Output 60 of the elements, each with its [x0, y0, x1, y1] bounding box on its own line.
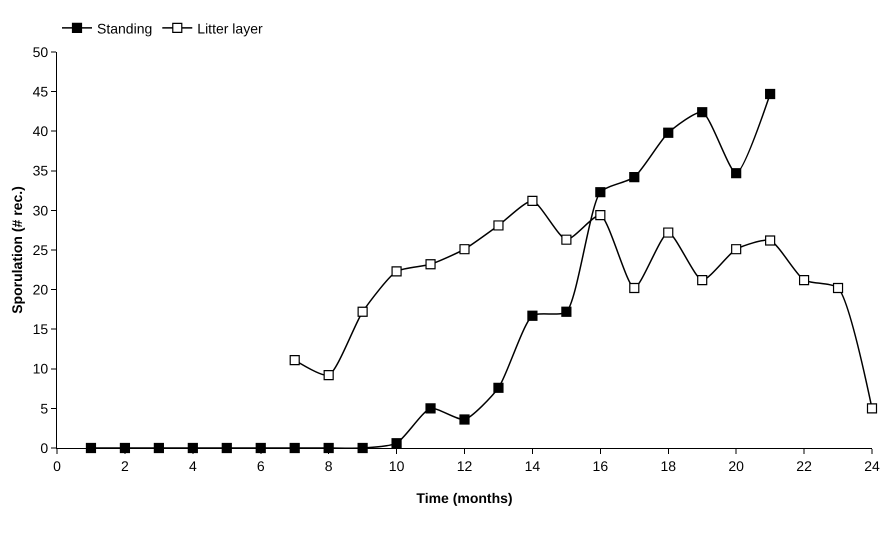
y-tick-label: 25	[32, 242, 48, 258]
x-tick-label: 18	[660, 458, 676, 474]
y-tick-label: 20	[32, 282, 48, 298]
y-tick-label: 15	[32, 321, 48, 338]
x-tick-label: 14	[524, 458, 540, 474]
x-tick-label: 8	[324, 458, 333, 474]
point	[765, 235, 776, 246]
point	[731, 168, 742, 178]
point	[798, 275, 810, 286]
x-tick-label: 10	[388, 458, 405, 474]
y-axis-title: Sporulation (# rec.)	[9, 186, 26, 314]
y-tick-label: 0	[40, 440, 48, 456]
point	[425, 403, 436, 414]
x-tick-label: 16	[592, 458, 608, 474]
x-tick-label: 22	[796, 458, 812, 474]
point	[663, 128, 674, 138]
point	[493, 220, 504, 231]
x-tick-label: 0	[53, 458, 62, 474]
point	[290, 442, 300, 454]
point	[391, 266, 402, 276]
point	[527, 310, 538, 321]
point	[595, 210, 606, 220]
point	[663, 227, 674, 238]
point	[866, 403, 878, 414]
point	[459, 244, 470, 254]
x-tick-label: 12	[456, 458, 472, 474]
point	[595, 187, 606, 198]
point	[629, 282, 640, 294]
x-tick-label: 2	[121, 458, 130, 474]
legend-label: Standing	[97, 20, 152, 36]
point	[561, 306, 572, 317]
x-tick-label: 20	[728, 458, 744, 474]
y-tick-label: 30	[32, 202, 48, 218]
x-tick-label: 24	[864, 458, 880, 474]
point	[731, 244, 742, 254]
point	[425, 259, 436, 270]
point	[358, 306, 368, 317]
x-tick-label: 6	[256, 458, 265, 474]
point	[222, 442, 232, 454]
legend-label: Litter layer	[197, 20, 263, 36]
x-axis-title: Time (months)	[416, 490, 513, 506]
y-tick-label: 45	[32, 84, 48, 100]
point	[391, 438, 402, 448]
point	[290, 354, 300, 366]
y-tick-label: 10	[32, 360, 48, 377]
point	[493, 382, 504, 393]
point	[459, 414, 470, 425]
point	[697, 275, 708, 286]
y-tick-label: 50	[32, 44, 48, 60]
point	[697, 107, 708, 118]
point	[832, 282, 844, 294]
y-tick-label: 5	[40, 400, 48, 416]
point	[561, 234, 572, 245]
point	[324, 370, 334, 380]
point	[527, 196, 538, 206]
y-tick-label: 35	[32, 162, 48, 179]
x-tick-label: 4	[188, 458, 197, 474]
point	[629, 172, 640, 182]
y-tick-label: 40	[32, 123, 48, 140]
point	[765, 88, 776, 100]
